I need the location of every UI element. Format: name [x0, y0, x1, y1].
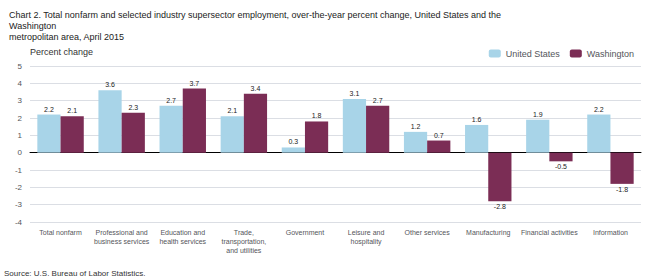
svg-text:3.6: 3.6 [105, 81, 115, 88]
svg-text:Information: Information [593, 229, 628, 236]
svg-text:Source: U.S. Bureau of Labor S: Source: U.S. Bureau of Labor Statistics. [4, 269, 145, 278]
svg-text:-2: -2 [15, 183, 23, 192]
svg-text:Percent change: Percent change [30, 47, 93, 57]
svg-text:-4: -4 [15, 218, 23, 227]
svg-text:-2.8: -2.8 [494, 203, 506, 210]
svg-text:Education and: Education and [160, 229, 205, 236]
svg-text:1: 1 [18, 131, 23, 140]
svg-text:Manufacturing: Manufacturing [466, 229, 510, 237]
svg-text:0.3: 0.3 [288, 138, 298, 145]
svg-text:1.8: 1.8 [312, 112, 322, 119]
svg-text:2.7: 2.7 [166, 97, 176, 104]
svg-text:Trade,: Trade, [234, 229, 254, 236]
svg-text:0.7: 0.7 [434, 132, 444, 139]
svg-text:3.7: 3.7 [189, 80, 199, 87]
svg-text:and utilities: and utilities [226, 247, 262, 254]
svg-text:health services: health services [159, 238, 206, 245]
svg-text:1.2: 1.2 [411, 123, 421, 130]
svg-text:2.7: 2.7 [373, 97, 383, 104]
svg-text:5: 5 [18, 62, 23, 71]
svg-text:Total nonfarm: Total nonfarm [39, 229, 82, 236]
svg-text:Government: Government [286, 229, 325, 236]
svg-text:-1.8: -1.8 [616, 186, 628, 193]
svg-text:1.6: 1.6 [472, 116, 482, 123]
svg-text:-0.5: -0.5 [555, 163, 567, 170]
svg-text:2.1: 2.1 [67, 107, 77, 114]
svg-text:3.4: 3.4 [251, 85, 261, 92]
svg-text:Washington: Washington [9, 21, 56, 31]
svg-text:2.2: 2.2 [44, 106, 54, 113]
svg-text:3: 3 [18, 96, 23, 105]
svg-text:4: 4 [18, 79, 23, 88]
svg-text:Washington: Washington [587, 49, 634, 59]
svg-text:2.3: 2.3 [128, 104, 138, 111]
svg-text:0: 0 [18, 148, 23, 157]
svg-text:Chart 2. Total nonfarm and sel: Chart 2. Total nonfarm and selected indu… [9, 10, 504, 20]
svg-text:-1: -1 [15, 166, 23, 175]
svg-text:2.2: 2.2 [594, 106, 604, 113]
svg-text:Financial activities: Financial activities [521, 229, 578, 236]
svg-text:hospitality: hospitality [350, 238, 382, 246]
svg-text:Leisure and: Leisure and [348, 229, 385, 236]
svg-text:3.1: 3.1 [350, 90, 360, 97]
svg-text:1.9: 1.9 [533, 111, 543, 118]
svg-text:business services: business services [94, 238, 150, 245]
svg-text:2: 2 [18, 114, 23, 123]
svg-text:metropolitan area, April 2015: metropolitan area, April 2015 [9, 32, 124, 42]
svg-text:-3: -3 [15, 200, 23, 209]
svg-text:Other services: Other services [405, 229, 451, 236]
svg-text:United States: United States [506, 49, 561, 59]
svg-text:Professional and: Professional and [96, 229, 148, 236]
svg-text:transportation,: transportation, [221, 238, 266, 246]
svg-text:2.1: 2.1 [227, 107, 237, 114]
